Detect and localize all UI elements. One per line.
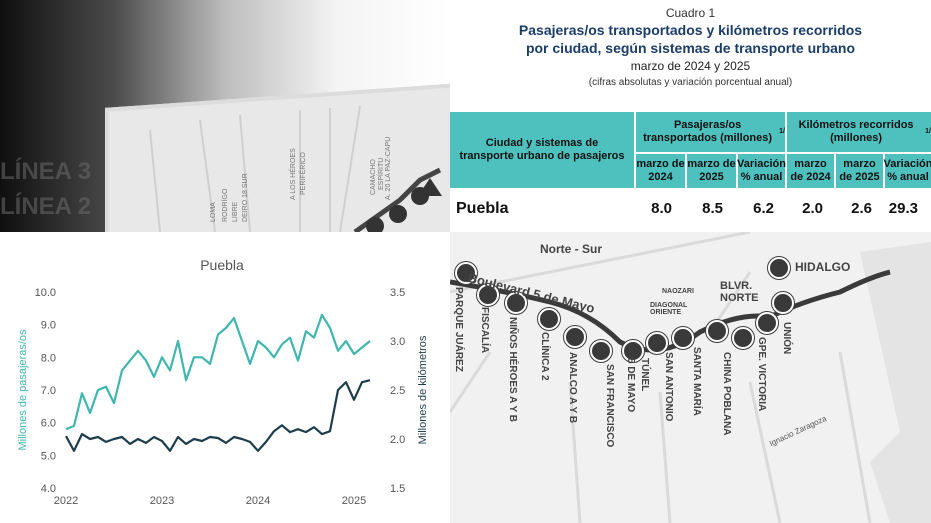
station-name: 5 DE MAYO (625, 358, 636, 413)
table-cell: 2.0 (802, 200, 823, 217)
table-note: (cifras absolutas y variación porcentual… (588, 77, 793, 88)
street-label: LIBRE (232, 201, 239, 222)
table-title-line2: por ciudad, según sistemas de transporte… (525, 40, 856, 56)
subheader-cell: Variación % anual (737, 154, 786, 188)
station-name: TÚNEL (639, 358, 650, 392)
street-label: A. 20 LA PAZ-CAPU (385, 136, 392, 200)
x-tick-label: 2023 (150, 495, 174, 507)
table-title-line1: Pasajeras/os transportados y kilómetros … (518, 22, 863, 38)
station-name: CLÍNICA 2 (539, 332, 550, 381)
table-cell: 6.2 (753, 200, 774, 217)
subheader-cell: marzo de 2024 (636, 154, 685, 188)
station-icon (564, 326, 586, 348)
station-name: UNIÓN (781, 322, 792, 355)
station-icon (732, 327, 754, 349)
station-name: GPE. VICTORIA (756, 337, 767, 412)
station-icon (505, 292, 527, 314)
x-tick-label: 2022 (54, 495, 78, 507)
table-cell: 2.6 (851, 200, 872, 217)
street-label: DIAGONAL ORIENTE (650, 302, 688, 316)
station-name: SAN ANTONIO (663, 352, 674, 422)
station-icon (366, 217, 384, 232)
subheader-cell: marzo de 2025 (687, 154, 736, 188)
y-right-tick-label: 2.0 (390, 434, 405, 446)
y-left-tick-label: 7.0 (41, 385, 56, 397)
station-icon (455, 262, 477, 284)
street-label: A LOS HÉROES (290, 148, 297, 200)
series-line-kilometros (65, 379, 371, 452)
group-kilometros-label: Kilómetros recorridos (millones) (798, 119, 914, 144)
y-right-axis-label: Millones de kilómetros (417, 335, 429, 444)
y-left-tick-label: 9.0 (41, 320, 56, 332)
y-left-axis-label: Millones de pasajeras/os (17, 329, 29, 451)
y-left-tick-label: 4.0 (41, 483, 56, 495)
street-label: DEIRO 18 SUR (242, 173, 249, 222)
header-group-pasajeros: Pasajeras/os transportados (millones) 1/ (636, 112, 785, 152)
header-city-system: Ciudad y sistemas de transporte urbano d… (450, 112, 634, 188)
station-name: FISCALÍA (479, 307, 490, 354)
street-label: BLVR. NORTE (720, 280, 759, 304)
y-left-tick-label: 5.0 (41, 450, 56, 462)
y-right-tick-label: 1.5 (390, 483, 405, 495)
station-icon (706, 320, 728, 342)
station-name: SANTA MARÍA (691, 347, 702, 416)
y-right-tick-label: 3.5 (390, 287, 405, 299)
station-icon (672, 327, 694, 349)
header-group-kilometros: Kilómetros recorridos (millones) 1/ (787, 112, 931, 152)
bottom-right-map-panel: Norte - Sur Boulevard 5 de Mayo NAOZARI … (450, 232, 931, 523)
table-cell: 8.5 (702, 200, 723, 217)
station-name: CHINA POBLANA (721, 352, 732, 436)
station-name: ANALCO A Y B (567, 352, 578, 424)
y-right-tick-label: 2.5 (390, 385, 405, 397)
table-subtitle: marzo de 2024 y 2025 (630, 59, 751, 73)
subheader-cell: marzo de 2024 (787, 154, 834, 188)
street-label: LOMA (210, 202, 217, 222)
row-label-puebla: Puebla (456, 200, 509, 217)
station-icon (772, 292, 794, 314)
x-tick-label: 2024 (246, 495, 270, 507)
street-label: CAMACHO (370, 159, 377, 195)
station-icon (768, 257, 790, 279)
station-icon (622, 340, 644, 362)
station-name: PARQUE JUÁREZ (453, 287, 464, 372)
y-right-tick-label: 3.0 (390, 336, 405, 348)
station-name: NIÑOS HÉROES A Y B (507, 317, 518, 423)
station-icon (646, 332, 668, 354)
station-icon (389, 205, 407, 223)
y-left-tick-label: 6.0 (41, 418, 56, 430)
series-line-pasajeros (65, 313, 371, 431)
footnote-mark: 1/ (925, 127, 931, 135)
y-left-tick-label: 8.0 (41, 352, 56, 364)
street-label: ESPÍRITU (378, 157, 385, 190)
line-chart: Puebla 4.0 5.0 6.0 7.0 8.0 9.0 10.0 1.5 2.0 2.5 3.0… (17, 257, 429, 507)
chart-title: Puebla (200, 257, 244, 273)
street-label: RODRÍGO (222, 188, 229, 222)
subheader-cell: marzo de 2025 (836, 154, 883, 188)
map-lines (149, 105, 442, 232)
linea-3-label: LÍNEA 3 (0, 158, 92, 185)
linea-2-label: LÍNEA 2 (0, 193, 92, 220)
station-icon (756, 312, 778, 334)
y-left-tick-label: 10.0 (35, 287, 56, 299)
station-icon (538, 308, 560, 330)
x-tick-label: 2025 (342, 495, 366, 507)
station-icon (590, 340, 612, 362)
station-name: HIDALGO (795, 260, 851, 274)
table-cuadro-label: Cuadro 1 (665, 6, 716, 20)
station-name: SAN FRANCISCO (604, 364, 615, 448)
street-label: Norte - Sur (540, 242, 603, 256)
top-left-map-panel: LÍNEA 3 LÍNEA 2 A. 20 LA PAZ-CAPU CAMACH… (0, 0, 450, 232)
table-panel: Cuadro 1 Pasajeras/os transportados y ki… (450, 0, 931, 232)
table-cell: 29.3 (888, 200, 918, 217)
subheader-cell: Variación % anual (884, 154, 931, 188)
table-cell: 8.0 (651, 200, 672, 217)
street-label: NAOZARI (662, 288, 694, 295)
station-icon (477, 284, 499, 306)
chart-panel: Puebla 4.0 5.0 6.0 7.0 8.0 9.0 10.0 1.5 2.0 2.5 3.0… (0, 232, 451, 523)
group-pasajeros-label: Pasajeras/os transportados (millones) (643, 119, 773, 144)
footnote-mark: 1/ (779, 127, 785, 135)
street-label: PERIFÉRICO (300, 152, 307, 195)
